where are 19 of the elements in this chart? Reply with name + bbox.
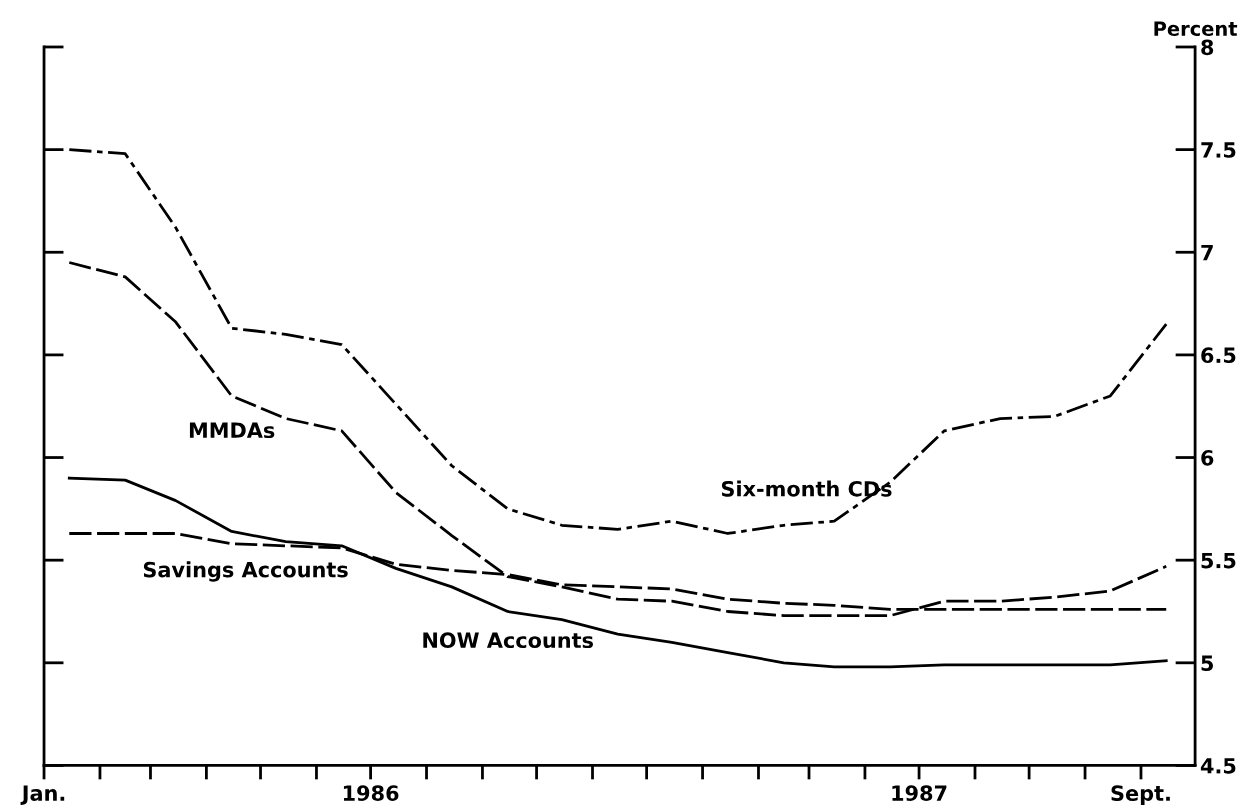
x-tick-label: 1986: [343, 785, 399, 802]
line-series: [67, 261, 1168, 617]
series-label: MMDAs: [189, 422, 275, 439]
y-tick-label: 4.5: [1200, 758, 1236, 774]
y-tick-label: 5: [1201, 655, 1213, 672]
y-tick-label: 6: [1201, 450, 1214, 466]
x-tick-label: 1987: [892, 785, 947, 802]
series-label: NOW Accounts: [423, 632, 593, 649]
y-axis-title: Percent: [1154, 21, 1238, 37]
y-tick-label: 7.5: [1201, 142, 1236, 158]
x-tick-label: Sept.: [1111, 785, 1170, 806]
x-tick-label: Jan.: [20, 785, 65, 805]
series-label: Savings Accounts: [143, 561, 348, 582]
y-tick-label: 5.5: [1201, 552, 1236, 569]
y-tick-label: 6.5: [1201, 347, 1236, 364]
y-tick-label: 7: [1201, 244, 1213, 261]
y-tick-label: 8: [1201, 39, 1214, 56]
line-series: [67, 476, 1168, 669]
line-series: [67, 148, 1168, 535]
